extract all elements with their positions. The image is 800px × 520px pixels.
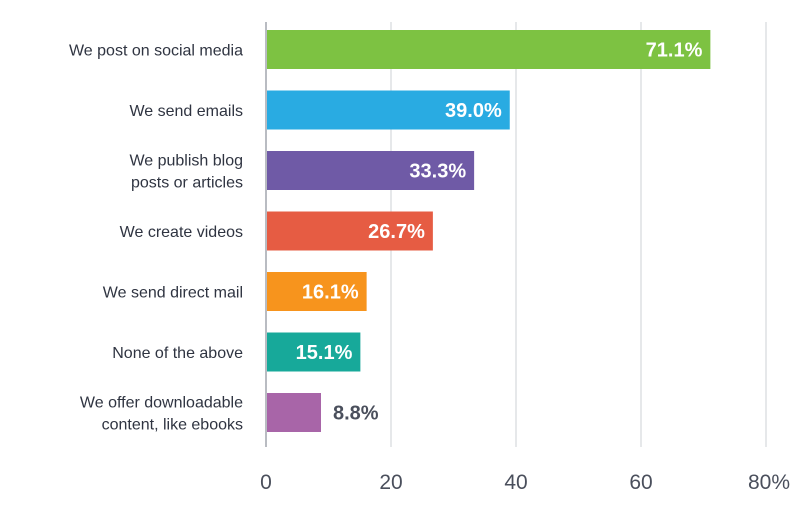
bar [267, 211, 433, 251]
category-label: We create videos [120, 224, 243, 241]
bars [267, 30, 711, 432]
category-label: We send emails [129, 103, 243, 120]
value-label: 33.3% [409, 161, 466, 183]
x-axis-tick-labels: 0 20 40 60 80% [260, 471, 790, 494]
bar [267, 90, 510, 130]
value-label: 15.1% [296, 342, 353, 364]
value-label: 16.1% [302, 282, 359, 304]
bar [267, 272, 367, 311]
category-labels: We post on social media We send emails We … [69, 43, 243, 434]
value-label: 8.8% [333, 403, 379, 425]
bar [267, 30, 711, 69]
category-label: None of the above [112, 345, 243, 362]
category-label: We offer downloadable content, like ebook… [80, 395, 243, 434]
x-tick-label: 80% [748, 471, 790, 494]
value-label: 71.1% [646, 40, 703, 62]
value-labels: 71.1% 39.0% 33.3% 26.7% 16.1% 15.1% 8.8% [296, 40, 703, 425]
x-tick-label: 60 [629, 471, 652, 494]
bar [267, 332, 361, 372]
category-label: We publish blog posts or articles [129, 153, 243, 192]
bar [267, 151, 475, 190]
category-label: We send direct mail [103, 285, 243, 302]
bar [267, 393, 321, 432]
x-tick-label: 0 [260, 471, 272, 494]
value-label: 26.7% [368, 221, 425, 243]
category-label: We post on social media [69, 43, 243, 60]
grid-lines [390, 22, 767, 447]
x-tick-label: 20 [379, 471, 402, 494]
value-label: 39.0% [445, 100, 502, 122]
x-tick-label: 40 [504, 471, 527, 494]
